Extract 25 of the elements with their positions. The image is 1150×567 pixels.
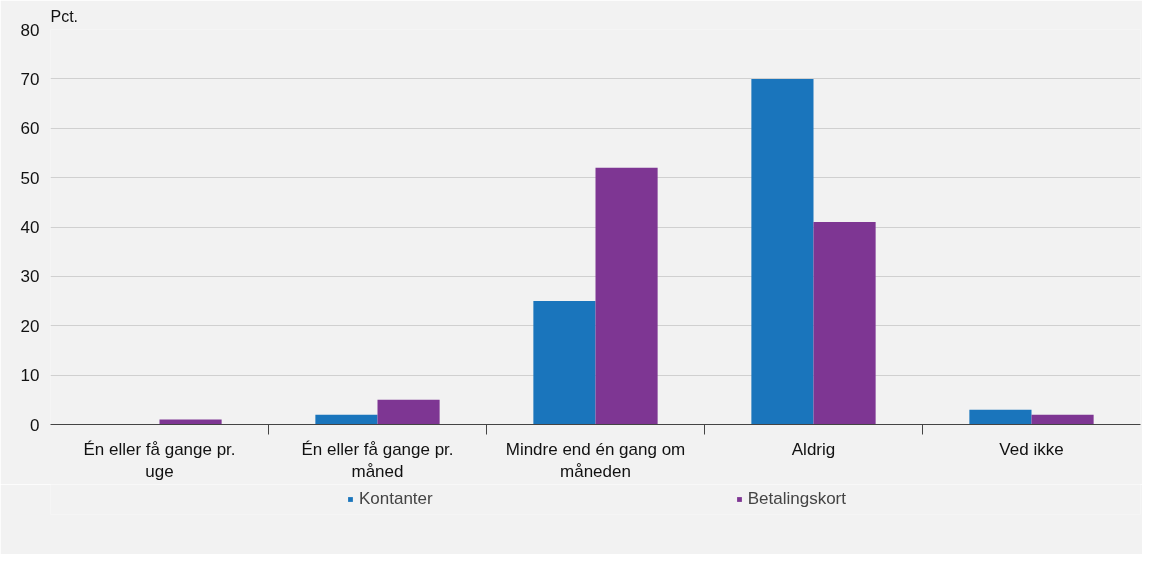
bar <box>533 301 596 425</box>
x-tick-label: Aldrig <box>791 439 836 459</box>
x-tick-label: Mindre end én gang om måneden <box>505 439 686 482</box>
y-tick-label: 60 <box>20 119 40 139</box>
bar <box>813 222 876 425</box>
legend-label: Kontanter <box>358 489 433 509</box>
y-tick-label: 30 <box>20 267 40 287</box>
y-tick-label: 0 <box>30 415 40 435</box>
x-tick-label: Én eller få gange pr. uge <box>83 439 236 482</box>
bar <box>1031 414 1094 425</box>
bar <box>315 414 378 425</box>
y-tick-label: 70 <box>20 69 40 89</box>
bar <box>969 409 1032 425</box>
y-tick-label: 20 <box>20 316 40 336</box>
legend-label: Betalingskort <box>747 489 847 509</box>
x-tick-label: Ved ikke <box>999 439 1064 459</box>
y-tick-label: 50 <box>20 168 40 188</box>
y-tick-label: 80 <box>20 20 40 40</box>
y-tick-label: 10 <box>20 366 40 386</box>
bar <box>595 167 658 425</box>
bar <box>751 78 814 425</box>
bar <box>377 399 440 425</box>
x-tick-label: Én eller få gange pr. måned <box>301 439 454 482</box>
y-tick-label: 40 <box>20 218 40 237</box>
y-axis-title: Pct. <box>50 7 79 25</box>
